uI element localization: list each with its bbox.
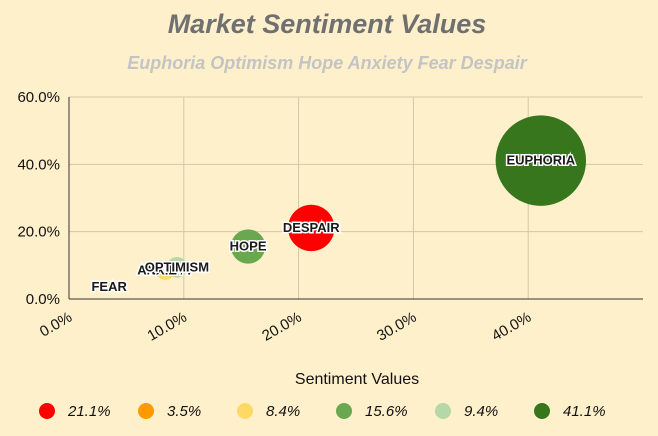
- bubble-despair: [288, 204, 335, 252]
- bubble-label-optimism: OPTIMISM: [145, 259, 209, 274]
- legend-label: 8.4%: [266, 403, 300, 420]
- bubble-label-anxiety: ANXIETY: [137, 263, 194, 278]
- legend-marker: [237, 403, 253, 419]
- y-tick-label: 60.0%: [17, 89, 60, 106]
- bubble-label-hope: HOPE: [230, 238, 267, 253]
- legend-label: 41.1%: [563, 403, 606, 420]
- chart-title: Market Sentiment Values: [168, 9, 487, 39]
- bubble-hope: [230, 229, 266, 264]
- bubble-label-despair: DESPAIR: [283, 220, 340, 235]
- legend-label: 3.5%: [167, 403, 201, 420]
- legend: 21.1% 3.5% 8.4% 15.6% 9.4% 41.1%: [39, 403, 606, 420]
- legend-marker: [534, 403, 550, 419]
- x-tick-label: 10.0%: [144, 309, 189, 345]
- chart-subtitle: Euphoria Optimism Hope Anxiety Fear Desp…: [127, 53, 527, 73]
- bubble-label-euphoria: EUPHORIA: [507, 153, 576, 168]
- y-tick-label: 40.0%: [17, 156, 60, 173]
- legend-marker: [435, 403, 451, 419]
- bubble-labels: DESPAIR FEAR ANXIETY HOPE OPTIMISM EUPHORIA: [90, 151, 577, 296]
- x-axis-title: Sentiment Values: [295, 371, 419, 388]
- bubbles: [105, 115, 587, 292]
- y-tick-label: 20.0%: [17, 224, 60, 241]
- x-tick-label: 20.0%: [259, 309, 304, 345]
- bubble-fear: [105, 283, 114, 292]
- legend-label: 15.6%: [365, 403, 408, 420]
- legend-label: 21.1%: [67, 403, 111, 420]
- legend-label: 9.4%: [464, 403, 498, 420]
- legend-marker: [336, 403, 352, 419]
- bubble-anxiety: [156, 261, 175, 280]
- x-tick-label: 40.0%: [489, 309, 534, 345]
- y-tick-label: 0.0%: [26, 291, 60, 308]
- bubble-euphoria: [495, 115, 587, 206]
- x-tick-label: 30.0%: [374, 309, 419, 345]
- x-tick-label: 0.0%: [37, 309, 75, 341]
- legend-marker: [138, 403, 154, 419]
- bubble-label-fear: FEAR: [91, 279, 127, 294]
- legend-marker: [39, 403, 55, 419]
